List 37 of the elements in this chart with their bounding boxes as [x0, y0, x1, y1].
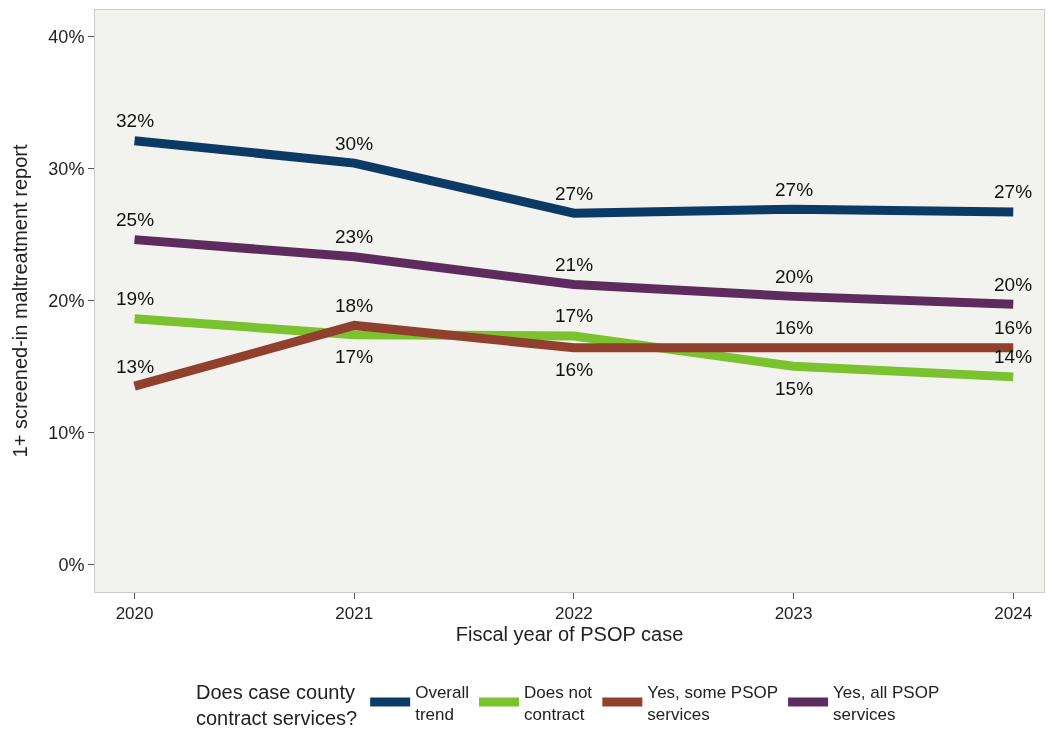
y-tick-label: 40% [48, 26, 85, 47]
x-axis-title: Fiscal year of PSOP case [455, 623, 684, 646]
x-tick-label: 2020 [115, 604, 154, 624]
data-label: 20% [775, 266, 814, 287]
x-tick-label: 2021 [335, 604, 374, 624]
data-label: 21% [555, 254, 594, 275]
legend-label: Does not contract [524, 682, 593, 724]
data-label: 13% [116, 356, 155, 377]
data-label: 17% [335, 346, 374, 367]
data-label: 15% [775, 378, 814, 399]
data-label: 17% [555, 305, 594, 326]
data-label: 16% [994, 317, 1033, 338]
x-tick-label: 2023 [774, 604, 813, 624]
y-tick-label: 0% [58, 554, 85, 575]
data-label: 25% [116, 209, 155, 230]
y-tick-label: 30% [48, 158, 85, 179]
data-label: 23% [335, 226, 374, 247]
data-label: 16% [775, 317, 814, 338]
y-tick-label: 20% [48, 290, 85, 311]
data-label: 27% [555, 183, 594, 204]
data-label: 32% [116, 110, 155, 131]
data-label: 20% [994, 274, 1033, 295]
data-label: 27% [994, 181, 1033, 202]
legend-label: Yes, all PSOP services [833, 682, 940, 724]
y-tick-label: 10% [48, 422, 85, 443]
data-label: 14% [994, 346, 1033, 367]
data-label: 30% [335, 133, 374, 154]
legend-title: Does case county contract services? [196, 681, 358, 730]
x-tick-label: 2022 [554, 604, 593, 624]
legend-label: Overall trend [415, 682, 470, 724]
legend-label: Yes, some PSOP services [647, 682, 779, 724]
data-label: 19% [116, 288, 155, 309]
y-axis-title: 1+ screened-in maltreatment report [8, 144, 31, 458]
data-label: 16% [555, 359, 594, 380]
data-label: 27% [775, 179, 814, 200]
data-label: 18% [335, 295, 374, 316]
x-tick-label: 2024 [994, 604, 1033, 624]
